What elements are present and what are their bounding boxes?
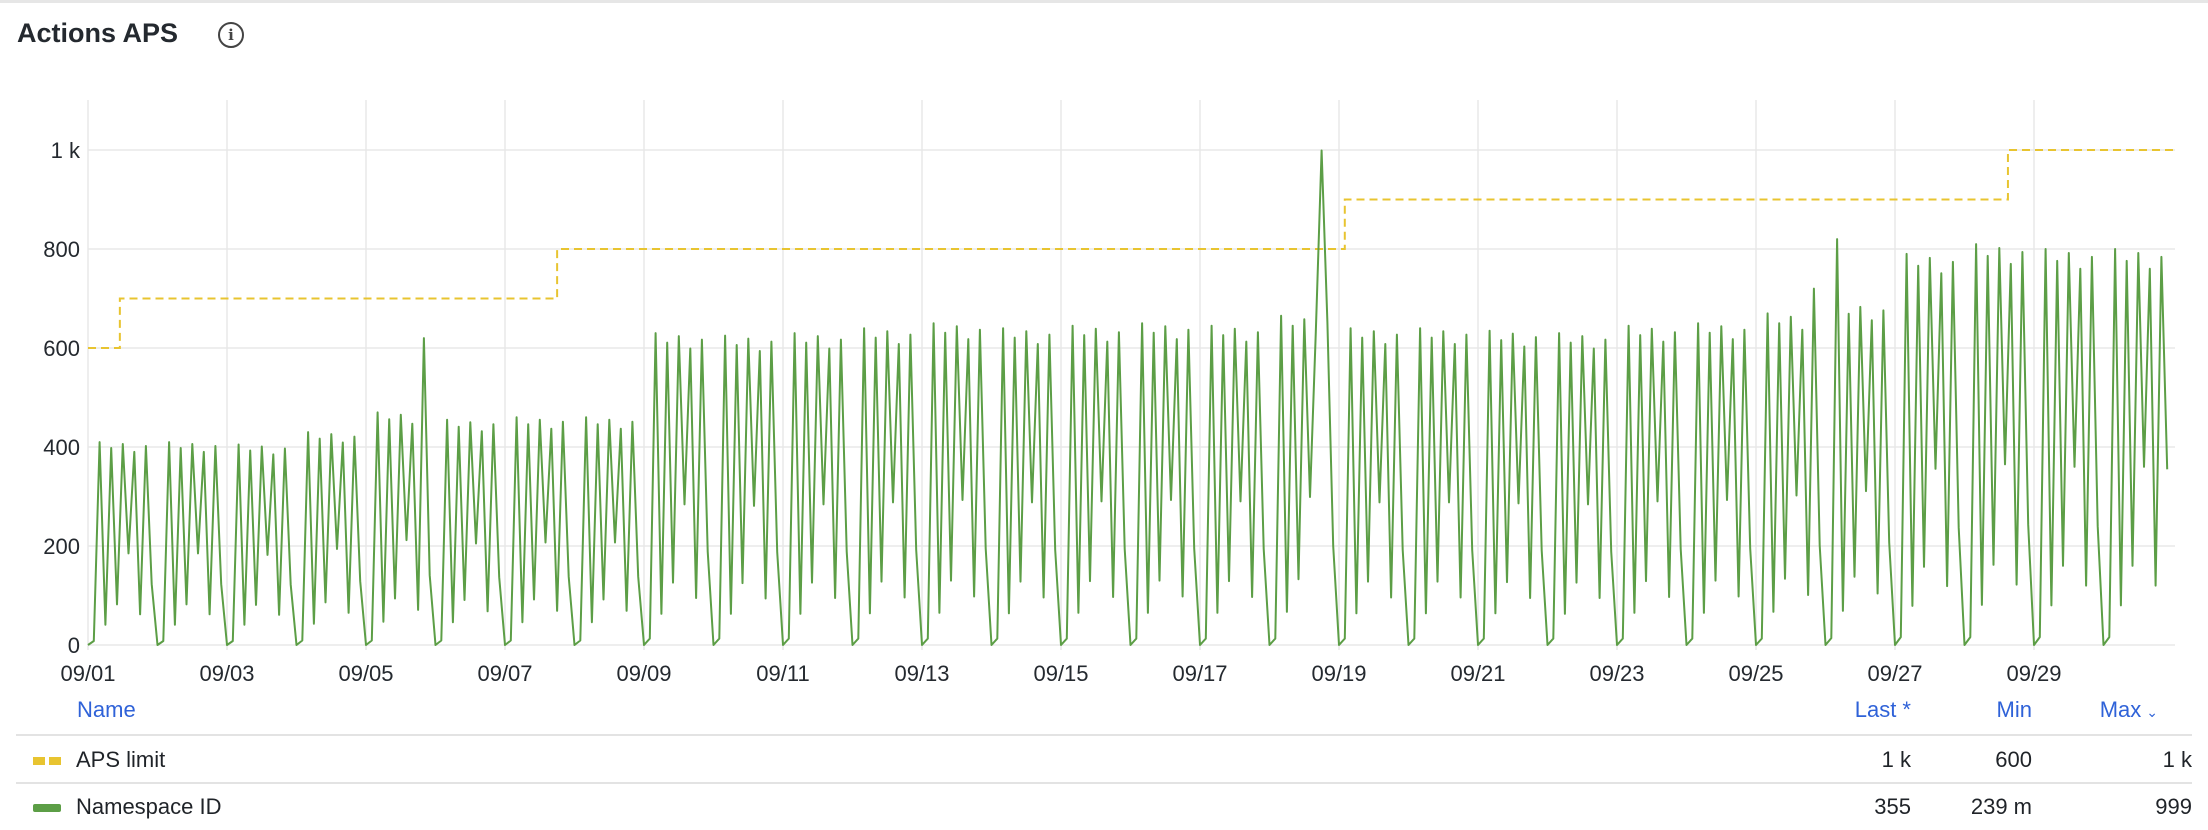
x-tick-label: 09/09 <box>616 661 671 686</box>
legend-row-namespace-id[interactable]: Namespace ID 355 239 m 999 <box>16 784 2192 830</box>
x-tick-label: 09/07 <box>477 661 532 686</box>
aps-limit-line <box>88 149 2173 349</box>
x-tick-label: 09/29 <box>2006 661 2061 686</box>
x-axis-ticks: 09/01 09/03 09/05 09/07 09/09 09/11 09/13 09/15… <box>60 661 2061 686</box>
legend-row-aps-limit[interactable]: APS limit 1 k 600 1 k <box>16 737 2192 783</box>
legend-row-last: 1 k <box>1881 747 1911 772</box>
legend-row-max: 1 k <box>2162 747 2192 772</box>
x-tick-label: 09/27 <box>1867 661 1922 686</box>
y-tick-label: 0 <box>68 633 80 658</box>
legend-header-max-label: Max <box>2099 697 2142 722</box>
y-tick-label: 400 <box>43 435 80 460</box>
x-tick-label: 09/15 <box>1033 661 1088 686</box>
legend-row-min: 239 m <box>1970 794 2032 819</box>
chevron-down-icon: ⌄ <box>2146 704 2158 720</box>
legend-header-name[interactable]: Name <box>77 697 136 722</box>
info-circle-icon[interactable]: i <box>218 22 244 48</box>
legend-row-max: 999 <box>2155 794 2192 819</box>
panel-title: Actions APS <box>17 18 179 48</box>
legend-header-min[interactable]: Min <box>1996 697 2032 722</box>
legend-header-max[interactable]: Max ⌄ <box>2008 697 2158 723</box>
x-tick-label: 09/23 <box>1589 661 1644 686</box>
solid-swatch-icon <box>33 804 61 812</box>
legend-row-name: APS limit <box>76 747 166 772</box>
x-tick-label: 09/03 <box>199 661 254 686</box>
panel-top-border <box>0 0 2208 3</box>
legend-row-name: Namespace ID <box>76 794 222 819</box>
y-axis-ticks: 0 200 400 600 800 1 k <box>43 138 81 658</box>
legend-divider <box>16 782 2192 784</box>
legend-header-last[interactable]: Last * <box>1854 697 1911 722</box>
legend-row-min: 600 <box>1995 747 2032 772</box>
y-tick-label: 200 <box>43 534 80 559</box>
y-tick-label: 1 k <box>51 138 81 163</box>
y-tick-label: 600 <box>43 336 80 361</box>
series-lines <box>87 149 2173 646</box>
legend-divider <box>16 734 2192 736</box>
x-tick-label: 09/05 <box>338 661 393 686</box>
x-tick-label: 09/19 <box>1311 661 1366 686</box>
dashed-swatch-icon <box>33 757 61 765</box>
y-tick-label: 800 <box>43 237 80 262</box>
x-tick-label: 09/21 <box>1450 661 1505 686</box>
x-tick-label: 09/17 <box>1172 661 1227 686</box>
x-tick-label: 09/25 <box>1728 661 1783 686</box>
namespace-id-line <box>87 149 2169 646</box>
x-tick-label: 09/01 <box>60 661 115 686</box>
legend-row-last: 355 <box>1874 794 1911 819</box>
x-tick-label: 09/11 <box>756 661 809 686</box>
x-tick-label: 09/13 <box>894 661 949 686</box>
